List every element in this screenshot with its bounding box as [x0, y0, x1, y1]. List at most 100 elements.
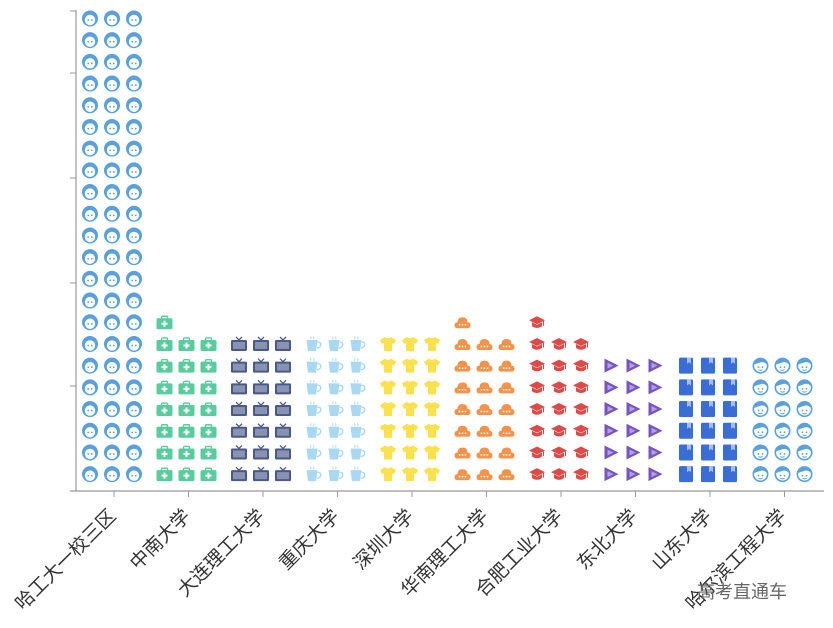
girl-face-icon: [126, 32, 142, 49]
graduation-cap-icon: [529, 446, 545, 459]
first-aid-kit-icon: [178, 337, 195, 351]
girl-face-icon: [82, 97, 98, 114]
play-icon: [604, 467, 619, 482]
girl-face-icon: [104, 97, 120, 114]
first-aid-kit-icon: [200, 358, 217, 373]
tv-icon: [231, 466, 247, 482]
cloud-chat-icon: [498, 447, 515, 459]
cloud-chat-icon: [476, 382, 493, 394]
cup-icon: [328, 357, 344, 373]
boy-face-icon: [796, 422, 813, 439]
boy-face-icon: [774, 444, 791, 461]
boy-face-icon: [774, 466, 791, 483]
girl-face-icon: [104, 314, 120, 331]
first-aid-kit-icon: [178, 380, 195, 395]
girl-face-icon: [126, 53, 142, 70]
play-icon: [648, 380, 663, 395]
cup-icon: [350, 444, 366, 460]
girl-face-icon: [104, 10, 120, 27]
boy-face-icon: [752, 466, 769, 483]
tv-icon: [253, 401, 269, 417]
girl-face-icon: [82, 10, 98, 27]
girl-face-icon: [104, 162, 120, 179]
first-aid-kit-icon: [178, 445, 195, 460]
girl-face-icon: [104, 75, 120, 92]
girl-face-icon: [104, 292, 120, 309]
graduation-cap-icon: [551, 359, 567, 372]
play-icon: [648, 358, 663, 373]
girl-face-icon: [104, 379, 120, 396]
play-icon: [648, 467, 663, 482]
cup-icon: [350, 401, 366, 417]
girl-face-icon: [104, 444, 120, 461]
tshirt-icon: [424, 402, 440, 417]
x-tick-label: 山东大学: [647, 505, 716, 574]
girl-face-icon: [82, 162, 98, 179]
girl-face-icon: [104, 335, 120, 352]
boy-face-icon: [796, 401, 813, 418]
play-icon: [604, 402, 619, 417]
girl-face-icon: [104, 32, 120, 49]
cup-icon: [328, 401, 344, 417]
graduation-cap-icon: [551, 468, 567, 480]
graduation-cap-icon: [573, 424, 589, 437]
bar-6: [454, 317, 515, 481]
tv-icon: [275, 336, 291, 351]
play-icon: [648, 445, 663, 460]
graduation-cap-icon: [529, 424, 545, 437]
cloud-chat-icon: [454, 317, 471, 329]
play-icon: [626, 445, 641, 460]
girl-face-icon: [104, 140, 120, 157]
first-aid-kit-icon: [178, 467, 195, 482]
girl-face-icon: [82, 335, 98, 352]
bar-4: [306, 336, 366, 482]
girl-face-icon: [126, 249, 142, 266]
tv-icon: [253, 379, 269, 395]
cup-icon: [306, 466, 322, 482]
play-icon: [648, 423, 663, 438]
girl-face-icon: [126, 270, 142, 287]
girl-face-icon: [126, 335, 142, 352]
girl-face-icon: [126, 379, 142, 396]
tshirt-icon: [424, 380, 440, 395]
x-tick-label: 中南大学: [126, 505, 195, 574]
girl-face-icon: [82, 379, 98, 396]
first-aid-kit-icon: [200, 467, 217, 482]
play-icon: [604, 358, 619, 373]
graduation-cap-icon: [551, 403, 567, 415]
cloud-chat-icon: [454, 338, 471, 350]
play-icon: [626, 380, 641, 395]
boy-face-icon: [752, 422, 769, 439]
tshirt-icon: [424, 467, 440, 482]
tv-icon: [275, 423, 291, 438]
play-icon: [604, 445, 619, 460]
cloud-chat-icon: [476, 404, 493, 416]
girl-face-icon: [82, 270, 98, 287]
girl-face-icon: [126, 227, 142, 244]
tshirt-icon: [380, 445, 396, 460]
girl-face-icon: [126, 401, 142, 418]
girl-face-icon: [82, 118, 98, 135]
girl-face-icon: [82, 422, 98, 439]
girl-face-icon: [82, 357, 98, 374]
tv-icon: [275, 401, 291, 417]
graduation-cap-icon: [551, 337, 567, 350]
graduation-cap-icon: [573, 359, 589, 372]
boy-face-icon: [752, 444, 769, 461]
book-icon: [723, 422, 737, 439]
girl-face-icon: [82, 314, 98, 331]
tv-icon: [275, 444, 291, 460]
tshirt-icon: [402, 380, 418, 395]
play-icon: [648, 402, 663, 417]
chart-marks: [82, 10, 813, 483]
tshirt-icon: [402, 445, 418, 460]
cup-icon: [328, 466, 344, 482]
tshirt-icon: [402, 467, 418, 482]
book-icon: [701, 379, 715, 396]
tv-icon: [231, 358, 247, 373]
girl-face-icon: [126, 118, 142, 135]
girl-face-icon: [82, 205, 98, 222]
first-aid-kit-icon: [156, 445, 173, 460]
tshirt-icon: [424, 423, 440, 438]
girl-face-icon: [82, 140, 98, 157]
